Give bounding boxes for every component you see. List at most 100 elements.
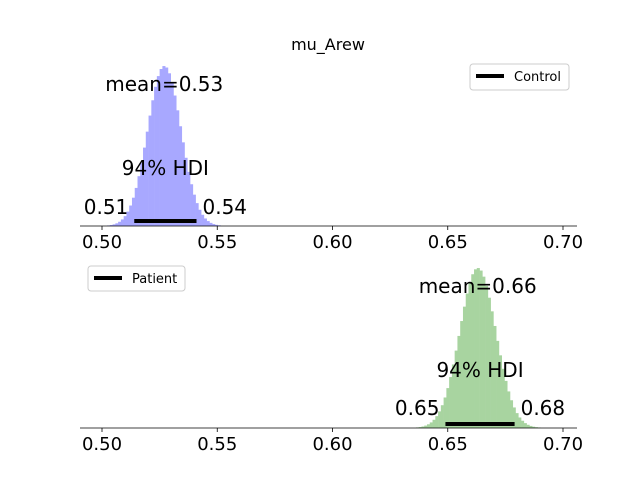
histogram-bar — [192, 194, 196, 226]
histogram-bar — [178, 126, 183, 226]
histogram-bar — [123, 216, 127, 226]
hdi-label-control: 94% HDI — [122, 156, 209, 180]
histogram-bar — [170, 82, 174, 226]
histogram-bar — [476, 268, 480, 428]
x-ticks-patient: 0.50 0.55 0.60 0.65 0.70 — [82, 428, 583, 455]
histogram-bar — [482, 276, 486, 428]
mean-label-patient: mean=0.66 — [419, 274, 537, 298]
histogram-bar — [109, 225, 113, 226]
x-tick-label: 0.60 — [312, 434, 352, 455]
histogram-bar — [184, 157, 188, 226]
histogram-bar — [176, 110, 180, 226]
x-tick-label: 0.50 — [82, 434, 122, 455]
legend-patient: Patient — [87, 265, 186, 292]
histogram-bar — [112, 224, 116, 226]
hdi-high-label-patient: 0.68 — [521, 396, 566, 420]
histogram-bar — [173, 95, 177, 226]
panel-patient: 0.50 0.55 0.60 0.65 0.70 mean=0.66 94% HDI 0… — [80, 265, 583, 455]
histogram-bar — [206, 221, 210, 226]
histogram-bar — [485, 285, 489, 428]
x-tick-label: 0.70 — [543, 232, 583, 253]
histogram-bar — [118, 221, 122, 226]
legend-box-control — [469, 63, 570, 91]
patient-histogram — [415, 268, 541, 428]
histogram-bar — [440, 405, 444, 428]
histogram-bar — [131, 197, 136, 226]
histogram-bar — [195, 203, 199, 226]
histogram-bar — [129, 205, 133, 226]
x-tick-label: 0.65 — [428, 434, 468, 455]
legend-control: Control — [469, 63, 570, 91]
histogram-bar — [418, 427, 422, 428]
histogram-bar — [446, 388, 450, 428]
histogram-bar — [181, 142, 185, 226]
x-tick-label: 0.70 — [543, 434, 583, 455]
histogram-bar — [115, 223, 119, 226]
histogram-bar — [190, 184, 194, 226]
histogram-bar — [490, 311, 494, 428]
histogram-bar — [154, 86, 158, 226]
histogram-bar — [162, 66, 166, 226]
histogram-bar — [521, 420, 525, 428]
legend-label-patient: Patient — [132, 272, 177, 287]
histogram-bar — [438, 411, 442, 428]
hdi-high-label-control: 0.54 — [203, 195, 248, 219]
histogram-bar — [148, 115, 152, 226]
x-tick-label: 0.55 — [197, 232, 237, 253]
histogram-bar — [462, 306, 467, 428]
histogram-bar — [460, 321, 464, 428]
x-tick-label: 0.60 — [312, 232, 352, 253]
histogram-bar — [198, 209, 202, 226]
histogram-bar — [526, 424, 530, 428]
histogram-bar — [504, 380, 508, 428]
histogram-bar — [529, 425, 533, 428]
histogram-bar — [512, 407, 516, 428]
histogram-bar — [151, 100, 155, 226]
chart-title: mu_Arew — [291, 35, 365, 55]
histogram-bar — [209, 222, 213, 226]
histogram-bar — [496, 340, 500, 428]
histogram-bar — [134, 187, 138, 226]
histogram-bar — [454, 350, 458, 428]
x-tick-label: 0.55 — [197, 434, 237, 455]
histogram-bar — [435, 416, 439, 428]
histogram-bar — [187, 171, 191, 226]
histogram-bar — [532, 426, 536, 428]
histogram-bar — [443, 397, 447, 428]
histogram-bar — [507, 391, 511, 428]
histogram-bar — [120, 219, 124, 226]
histogram-bar — [201, 214, 205, 226]
histogram-bar — [523, 423, 527, 428]
histogram-bar — [501, 368, 505, 428]
hdi-low-label-patient: 0.65 — [395, 396, 440, 420]
histogram-bar — [515, 413, 519, 428]
histogram-bar — [451, 364, 455, 428]
legend-box-patient — [87, 265, 186, 292]
histogram-bar — [479, 270, 483, 428]
hdi-low-label-control: 0.51 — [84, 195, 129, 219]
histogram-bar — [156, 76, 160, 226]
histogram-bar — [167, 73, 171, 226]
histogram-bar — [432, 419, 436, 428]
histogram-bar — [145, 131, 149, 226]
histogram-bar — [143, 147, 147, 226]
histogram-bar — [487, 297, 491, 428]
histogram-bar — [449, 377, 453, 428]
x-ticks-control: 0.50 0.55 0.60 0.65 0.70 — [82, 226, 583, 253]
histogram-bar — [165, 67, 169, 226]
legend-label-control: Control — [514, 70, 561, 85]
histogram-bar — [212, 224, 216, 226]
histogram-bar — [509, 400, 514, 428]
histogram-bar — [429, 422, 433, 428]
histogram-bar — [518, 417, 522, 428]
histogram-bar — [137, 176, 141, 226]
histogram-bar — [468, 282, 472, 428]
histogram-bar — [203, 218, 207, 226]
hdi-label-patient: 94% HDI — [436, 358, 523, 382]
mean-label-control: mean=0.53 — [105, 72, 223, 96]
histogram-bar — [159, 69, 163, 226]
histogram-bar — [214, 224, 219, 226]
control-histogram — [107, 66, 221, 226]
histogram-bar — [457, 335, 461, 428]
